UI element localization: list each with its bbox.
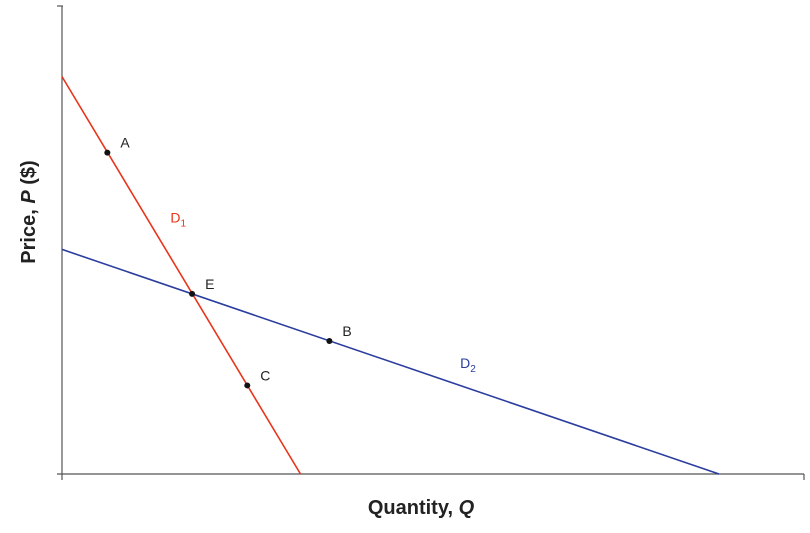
point-b-marker (326, 337, 333, 344)
x-axis-variable: Q (459, 497, 475, 519)
curve-labels: D1 D2 (170, 210, 476, 376)
curve-label-d1: D1 (170, 210, 186, 230)
point-a-label: A (120, 135, 130, 151)
point-b-label: B (342, 323, 351, 339)
demand-curve-d1 (61, 76, 302, 475)
x-axis-title: Quantity, Q (368, 497, 475, 519)
point-e-label: E (205, 276, 214, 292)
labeled-points: A E B C (104, 135, 352, 389)
y-axis-title-text: Price, (18, 204, 40, 264)
point-c-marker (244, 382, 251, 389)
point-e-marker (189, 290, 196, 297)
demand-curves (61, 76, 720, 475)
x-axis-title-text: Quantity, (368, 497, 459, 519)
demand-curve-d2 (61, 248, 720, 475)
axes (57, 5, 805, 480)
point-c-label: C (260, 367, 270, 383)
curve-label-d2: D2 (460, 355, 476, 375)
point-a-marker (104, 149, 111, 156)
y-axis-unit: ($) (18, 160, 40, 190)
y-axis-title: Price, P ($) (18, 160, 40, 263)
y-axis-variable: P (18, 190, 40, 204)
